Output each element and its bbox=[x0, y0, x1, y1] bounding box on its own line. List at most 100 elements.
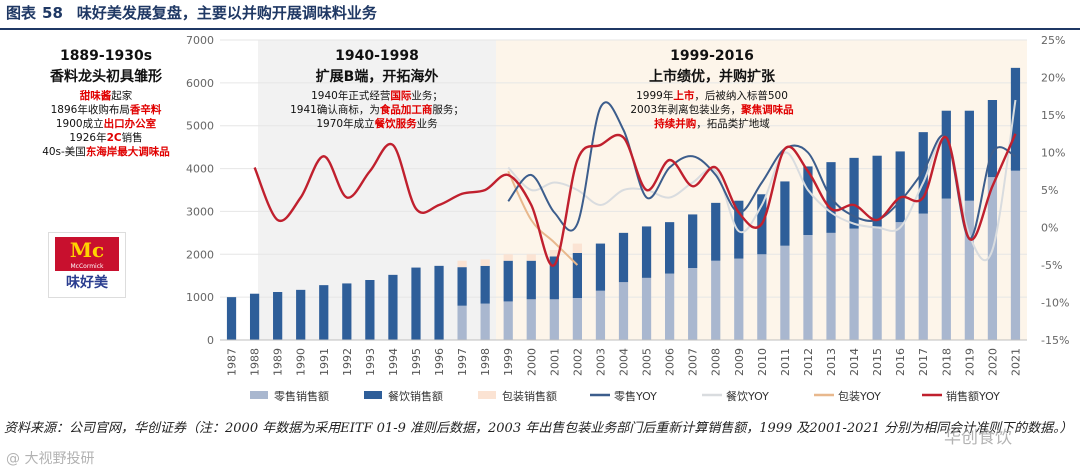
phase-highlight: 聚焦调味品 bbox=[740, 103, 794, 116]
legend-label: 零售销售额 bbox=[274, 389, 329, 403]
bar-0 bbox=[688, 268, 698, 340]
x-tick-label: 1991 bbox=[318, 348, 331, 376]
x-tick-label: 1998 bbox=[479, 348, 492, 376]
figure-title-text: 味好美发展复盘，主要以并购开展调味料业务 bbox=[76, 4, 377, 22]
bar-0 bbox=[457, 305, 467, 340]
chart: 0 1000 2000 3000 4000 5000 6000 7000 -15% -10% -5… bbox=[42, 34, 1069, 403]
right-tick-label: 5% bbox=[1041, 184, 1058, 197]
bar-0 bbox=[549, 299, 559, 340]
phase-text: 2003年剥离包装业务， bbox=[630, 103, 741, 116]
x-tick-label: 2008 bbox=[710, 348, 723, 376]
bar-0 bbox=[641, 277, 652, 340]
bar-1 bbox=[434, 265, 444, 340]
x-tick-label: 2010 bbox=[756, 348, 769, 376]
phase-line: 甜味酱起家 bbox=[80, 89, 133, 102]
legend-swatch bbox=[478, 391, 496, 399]
bar-0 bbox=[503, 301, 513, 340]
bar-0 bbox=[918, 213, 928, 340]
bar-1 bbox=[849, 157, 859, 229]
bar-1 bbox=[319, 285, 329, 340]
phase-line: 2003年剥离包装业务，聚焦调味品 bbox=[630, 103, 793, 116]
bar-1 bbox=[296, 289, 306, 340]
bar-2 bbox=[457, 260, 467, 268]
bar-0 bbox=[987, 177, 998, 340]
x-tick-label: 1995 bbox=[410, 348, 423, 376]
title-rule bbox=[0, 28, 1080, 30]
x-tick-label: 1990 bbox=[295, 348, 308, 376]
right-tick-label: 0% bbox=[1041, 222, 1058, 235]
phase-highlight: 持续并购 bbox=[654, 117, 696, 130]
x-tick-label: 2020 bbox=[986, 348, 999, 376]
bar-1 bbox=[665, 222, 675, 274]
phase-highlight: 香辛料 bbox=[129, 103, 162, 116]
bar-2 bbox=[572, 243, 582, 253]
bar-1 bbox=[572, 253, 582, 298]
logo-brand-cn: 味好美 bbox=[66, 275, 108, 291]
x-tick-label: 2021 bbox=[1009, 348, 1022, 376]
x-tick-label: 2013 bbox=[825, 348, 838, 376]
bar-1 bbox=[457, 267, 467, 306]
figure-label: 图表 bbox=[6, 4, 37, 22]
phase-text: 1900成立 bbox=[56, 117, 104, 130]
right-axis: -15% -10% -5% 0% 5% 10% 15% 20% 25% bbox=[1041, 34, 1069, 347]
bar-1 bbox=[549, 256, 559, 300]
x-tick-label: 2015 bbox=[871, 348, 884, 376]
phase-line: 1926年2C销售 bbox=[69, 131, 142, 144]
bar-1 bbox=[780, 181, 790, 246]
phase-line: 1940年正式经营国际业务； bbox=[311, 89, 443, 102]
left-tick-label: 1000 bbox=[186, 291, 214, 304]
bar-1 bbox=[618, 232, 629, 283]
bar-0 bbox=[618, 282, 629, 340]
left-tick-label: 2000 bbox=[186, 248, 214, 261]
phase-text: 1926年 bbox=[69, 131, 106, 144]
x-tick-label: 2004 bbox=[618, 348, 631, 376]
x-axis: 1987 1988 1989 1990 1991 1992 1993 1994 1995 1996… bbox=[226, 348, 1023, 376]
bar-1 bbox=[987, 100, 998, 178]
x-tick-label: 2018 bbox=[940, 348, 953, 376]
bar-0 bbox=[734, 258, 744, 340]
phase-text: 1970年成立 bbox=[316, 117, 374, 130]
right-tick-label: -10% bbox=[1041, 297, 1069, 310]
phase-line: 1896年收购布局香辛料 bbox=[51, 103, 162, 116]
figure-number: 58 bbox=[42, 4, 63, 22]
bar-1 bbox=[388, 274, 398, 340]
phase-subtitle: 扩展B端，开拓海外 bbox=[316, 68, 439, 85]
x-tick-label: 1997 bbox=[456, 348, 469, 376]
watermark-left: @ 大视野投研 bbox=[6, 451, 95, 467]
bar-0 bbox=[964, 200, 974, 340]
x-tick-label: 2000 bbox=[525, 348, 538, 376]
x-tick-label: 1999 bbox=[502, 348, 515, 376]
bar-1 bbox=[411, 267, 421, 340]
bar-0 bbox=[780, 245, 790, 340]
phase-subtitle: 香料龙头初具雏形 bbox=[49, 68, 162, 85]
x-tick-label: 1996 bbox=[433, 348, 446, 376]
left-axis: 0 1000 2000 3000 4000 5000 6000 7000 bbox=[186, 34, 214, 347]
x-tick-label: 2009 bbox=[733, 348, 746, 376]
watermark-right: 华创食饮 bbox=[944, 428, 1012, 448]
right-tick-label: 25% bbox=[1041, 34, 1065, 47]
phase-line: 持续并购，拓品类扩地域 bbox=[654, 117, 770, 130]
phase-line: 40s-美国东海岸最大调味品 bbox=[42, 145, 170, 158]
x-tick-label: 1989 bbox=[272, 348, 285, 376]
x-tick-label: 2006 bbox=[664, 348, 677, 376]
phase-title: 1940-1998 bbox=[335, 48, 419, 64]
phase-highlight: 2C bbox=[107, 132, 122, 144]
phase-text: 1940年正式经营 bbox=[311, 89, 390, 102]
mccormick-logo: Mc McCormick 味好美 bbox=[48, 232, 126, 298]
bar-0 bbox=[665, 273, 675, 340]
phase-title: 1889-1930s bbox=[60, 48, 152, 64]
x-tick-label: 2005 bbox=[641, 348, 654, 376]
line-3 bbox=[253, 133, 1017, 267]
bar-2 bbox=[503, 254, 513, 261]
x-tick-label: 2007 bbox=[687, 348, 700, 376]
x-tick-label: 1993 bbox=[364, 348, 377, 376]
right-tick-label: 20% bbox=[1041, 72, 1065, 85]
bar-1 bbox=[1010, 67, 1021, 171]
bar-0 bbox=[526, 299, 536, 340]
phase-subtitle: 上市绩优，并购扩张 bbox=[649, 68, 776, 85]
bar-2 bbox=[549, 250, 559, 257]
phase-line: 1999年上市，后被纳入标普500 bbox=[636, 89, 788, 102]
bar-0 bbox=[1010, 170, 1021, 340]
x-tick-label: 2014 bbox=[848, 348, 861, 376]
right-tick-label: -5% bbox=[1041, 259, 1062, 272]
